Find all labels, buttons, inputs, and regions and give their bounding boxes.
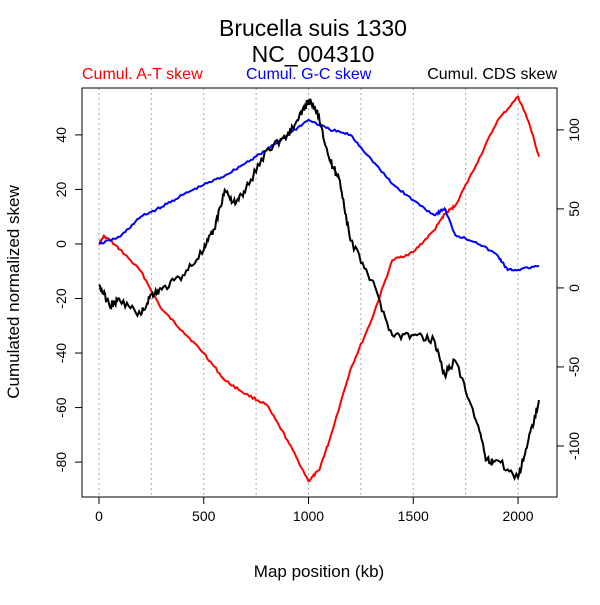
y-left-tick-label: 0 (53, 240, 69, 248)
legend-at: Cumul. A-T skew (82, 66, 203, 83)
y-right-tick-label: 0 (566, 284, 582, 292)
y-left-tick-label: -60 (53, 397, 69, 417)
chart-subtitle: NC_004310 (252, 41, 375, 67)
series-line-cumul-cds-skew (98, 98, 540, 482)
plot-frame (81, 87, 558, 498)
x-tick-label: 1000 (293, 508, 324, 524)
series-line-cumul-a-t-skew (98, 95, 540, 483)
y-right-tick-label: 100 (566, 118, 582, 142)
y-left-tick-label: -20 (53, 288, 69, 308)
y-left-tick-label: 40 (53, 127, 69, 143)
x-axis-label: Map position (kb) (254, 562, 384, 581)
y-left-tick-label: -40 (53, 343, 69, 363)
y-right-tick-label: -50 (566, 357, 582, 377)
x-tick-label: 500 (192, 508, 216, 524)
y-axis-label: Cumulated normalized skew (4, 185, 23, 399)
x-tick-label: 1500 (398, 508, 429, 524)
x-tick-label: 0 (95, 508, 103, 524)
series-line-cumul-g-c-skew (98, 118, 540, 272)
legend-gc: Cumul. G-C skew (246, 66, 372, 83)
y-left-tick-label: -80 (53, 452, 69, 472)
y-right-tick-label: 50 (566, 201, 582, 217)
y-left-tick-label: 20 (53, 181, 69, 197)
x-tick-label: 2000 (502, 508, 533, 524)
legend-cds: Cumul. CDS skew (427, 66, 557, 83)
chart-title: Brucella suis 1330 (219, 15, 407, 41)
y-right-tick-label: -100 (566, 432, 582, 460)
